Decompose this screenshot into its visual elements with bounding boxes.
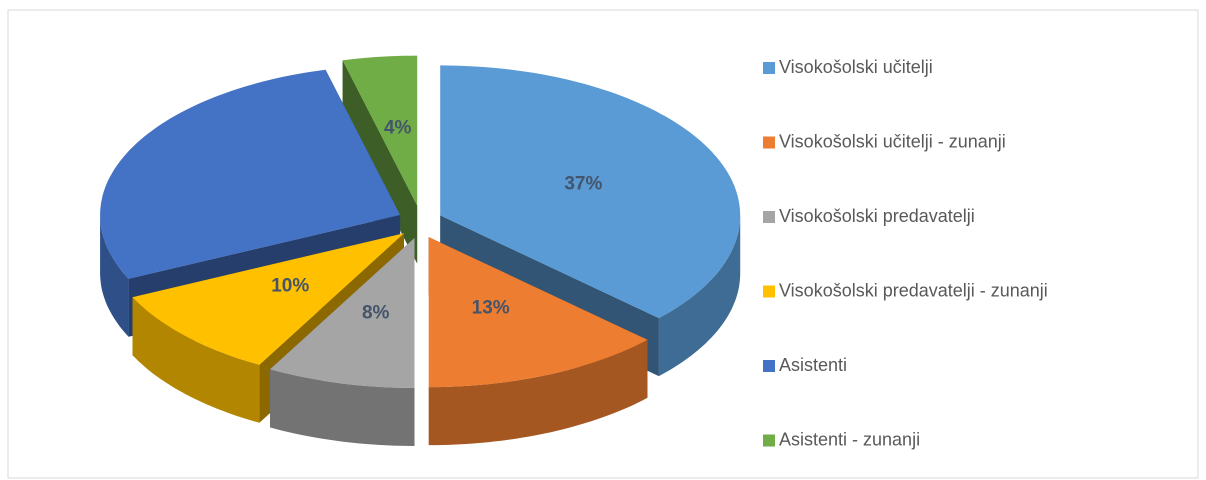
slice-group xyxy=(270,238,415,446)
legend-label: Asistenti xyxy=(779,355,847,375)
legend-swatch xyxy=(763,285,775,298)
data-label: 10% xyxy=(271,276,309,297)
slice-group xyxy=(428,237,648,446)
legend-swatch xyxy=(763,211,775,223)
slice-shade xyxy=(428,339,648,446)
data-label: 37% xyxy=(564,173,602,194)
slice-shade xyxy=(132,297,260,423)
slice-wall xyxy=(428,339,648,446)
slice xyxy=(100,69,401,279)
slice xyxy=(270,238,415,388)
legend-swatch xyxy=(763,62,775,74)
slice xyxy=(428,237,648,388)
slice xyxy=(440,65,741,319)
slice xyxy=(342,55,418,206)
legend-label: Visokošolski učitelji xyxy=(779,57,933,77)
slice-wall xyxy=(132,297,260,423)
slice-wall xyxy=(270,369,415,446)
slice-shade xyxy=(270,369,415,446)
legend-swatch xyxy=(763,434,775,447)
legend-label: Visokošolski predavatelji xyxy=(779,206,975,226)
slice-wall xyxy=(658,215,741,377)
slice-shade xyxy=(658,215,741,377)
data-label: 8% xyxy=(362,303,390,324)
legend-label: Visokošolski predavatelji - zunanji xyxy=(779,280,1048,300)
data-label: 4% xyxy=(384,117,412,138)
legend-label: Visokošolski učitelji - zunanji xyxy=(779,131,1006,151)
slice-shade xyxy=(100,215,129,337)
legend-label: Asistenti - zunanji xyxy=(779,429,920,449)
legend-swatch xyxy=(763,360,775,372)
data-label: 13% xyxy=(472,298,510,319)
slice xyxy=(132,233,404,365)
slice-wall xyxy=(100,215,129,337)
legend-swatch xyxy=(763,136,775,149)
